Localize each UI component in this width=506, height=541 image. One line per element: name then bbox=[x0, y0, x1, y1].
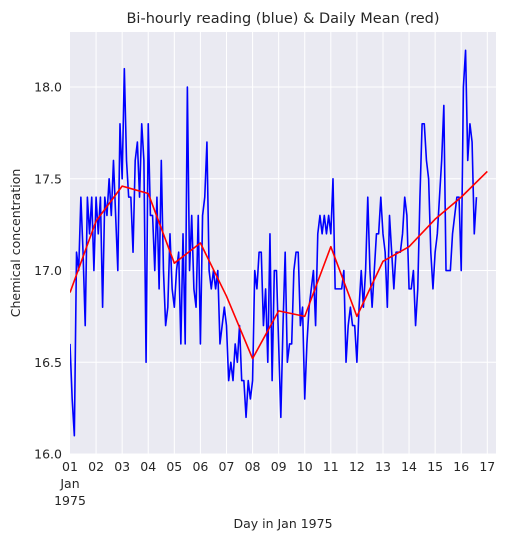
y-tick-label: 18.0 bbox=[34, 80, 62, 95]
series-line-daily-mean bbox=[70, 170, 488, 360]
x-tick-year-label: 1975 bbox=[54, 493, 86, 508]
x-tick-labels: 01 Jan 1975 02 03 04 05 06 07 08 09 10 11 12 13 14 15 16 1… bbox=[54, 459, 495, 508]
x-tick-label: 01 bbox=[62, 459, 78, 474]
x-tick-label: 08 bbox=[245, 459, 261, 474]
x-tick-label: 11 bbox=[323, 459, 339, 474]
x-tick-label: 04 bbox=[140, 459, 156, 474]
chart-title: Bi-hourly reading (blue) & Daily Mean (r… bbox=[126, 11, 439, 27]
x-tick-label: 09 bbox=[271, 459, 287, 474]
series-layer bbox=[70, 49, 488, 437]
y-tick-label: 17.0 bbox=[34, 263, 62, 278]
grid bbox=[70, 32, 496, 455]
y-tick-labels: 16.0 16.5 17.0 17.5 18.0 bbox=[34, 80, 62, 462]
y-tick-label: 16.0 bbox=[34, 447, 62, 462]
x-tick-label: 03 bbox=[114, 459, 130, 474]
y-tick-label: 17.5 bbox=[34, 171, 62, 186]
x-tick-month-label: Jan bbox=[59, 476, 79, 491]
x-axis-label: Day in Jan 1975 bbox=[233, 516, 332, 531]
x-tick-label: 14 bbox=[401, 459, 417, 474]
y-tick-label: 16.5 bbox=[34, 355, 62, 370]
x-tick-label: 10 bbox=[297, 459, 313, 474]
plot-area bbox=[70, 32, 496, 454]
x-tick-label: 07 bbox=[219, 459, 235, 474]
x-tick-label: 02 bbox=[88, 459, 104, 474]
x-tick-label: 16 bbox=[453, 459, 469, 474]
x-tick-label: 13 bbox=[375, 459, 391, 474]
x-tick-label: 12 bbox=[349, 459, 365, 474]
x-tick-label: 15 bbox=[427, 459, 443, 474]
x-tick-label: 17 bbox=[479, 459, 495, 474]
y-axis-label: Chemical concentration bbox=[8, 169, 23, 318]
x-tick-label: 06 bbox=[192, 459, 208, 474]
series-line-bi-hourly-reading bbox=[70, 49, 478, 437]
x-tick-label: 05 bbox=[166, 459, 182, 474]
